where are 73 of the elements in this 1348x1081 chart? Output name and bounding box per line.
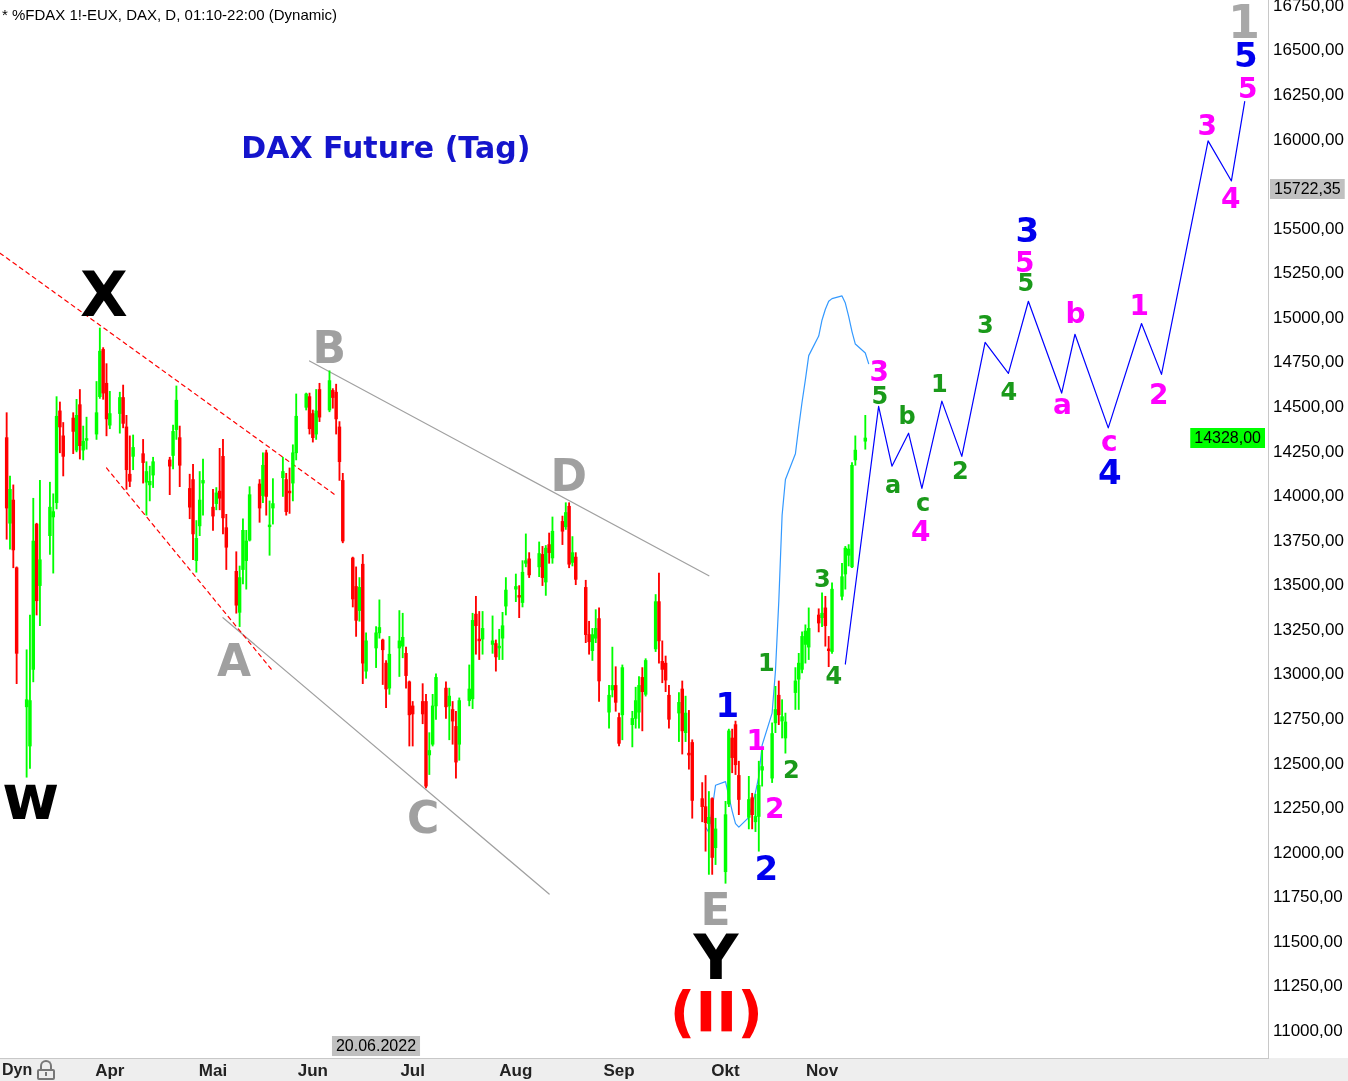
y-tick-label: 15500,00 [1273,218,1344,238]
y-tick-label: 15250,00 [1273,263,1344,283]
x-tick-label: Sep [603,1060,635,1080]
annotation: D [550,449,588,501]
annotation: a [885,471,902,499]
annotation: 20.06.2022 [335,1037,417,1055]
y-tick-label: 14750,00 [1273,352,1344,372]
y-tick-label: 12500,00 [1273,753,1344,773]
annotation: C [407,791,440,843]
annotation: 4 [1221,181,1241,215]
annotation: b [898,401,916,430]
annotation: 1 [758,649,775,677]
x-tick-label: Jul [400,1060,425,1080]
annotation: 14328,00 [1194,429,1262,447]
y-tick-label: 13250,00 [1273,619,1344,639]
annotation: 1 [931,370,948,398]
y-tick-label: 14250,00 [1273,441,1344,461]
annotation: 3 [814,565,831,593]
annotation: 2 [1149,377,1169,411]
x-tick-label: Jun [297,1060,328,1080]
y-tick-label: 14000,00 [1273,486,1344,506]
y-tick-label: 16500,00 [1273,40,1344,60]
y-tick-label: 11750,00 [1273,887,1343,907]
annotation: 2 [952,457,969,485]
annotation: 1 [715,684,740,725]
x-tick-label: Mai [198,1060,228,1080]
x-tick-label: Nov [805,1060,839,1080]
annotation: (II) [669,979,763,1044]
annotation: w [2,760,60,834]
annotation: A [217,634,252,686]
annotation: 5 [1238,71,1258,105]
y-tick-label: 16000,00 [1273,129,1344,149]
y-tick-label: 13500,00 [1273,575,1344,595]
y-tick-label: 13000,00 [1273,664,1344,684]
candlestick [863,415,868,450]
y-tick-label: 15000,00 [1273,307,1344,327]
annotation: 1 [1129,288,1149,322]
x-tick-label: Okt [711,1060,741,1080]
y-tick-label: 12250,00 [1273,798,1344,818]
y-tick-label: 11000,00 [1273,1020,1343,1040]
y-tick-label: 11500,00 [1273,931,1343,951]
annotation: 2 [765,791,785,825]
annotation: b [1065,297,1086,330]
annotation: 2 [754,847,779,888]
chart-subtitle: * %FDAX 1!-EUX, DAX, D, 01:10-22:00 (Dynamic) [2,6,338,24]
x-tick-label: Apr [95,1060,125,1080]
text: DAX Future (Tag) [241,129,531,165]
text: Dyn [2,1060,33,1078]
y-tick-label: 16750,00 [1273,0,1344,15]
annotation: 1 [746,723,766,757]
y-tick-label: 13750,00 [1273,530,1344,550]
text: 15722,35 [1274,180,1341,198]
y-tick-label: 12750,00 [1273,708,1344,728]
candlestick [514,573,518,602]
annotation: 2 [783,756,800,784]
annotation: 4 [911,514,931,548]
y-tick-label: 16250,00 [1273,85,1344,105]
candlestick [517,585,521,619]
annotation: X [80,258,128,331]
annotation: 4 [825,662,843,690]
x-tick-label: Aug [499,1060,533,1080]
annotation: 4 [1000,378,1018,406]
y-tick-label: 14500,00 [1273,397,1344,417]
annotation: B [312,321,347,373]
annotation: 5 [871,382,889,410]
annotation: 3 [977,311,994,339]
annotation: 3 [1197,108,1217,142]
y-tick-label: 12000,00 [1273,842,1344,862]
annotation: a [1053,388,1072,421]
y-tick-label: 11250,00 [1273,976,1343,996]
annotation: 3 [1015,209,1040,250]
annotation: c [916,489,931,517]
candlestick [820,592,824,627]
